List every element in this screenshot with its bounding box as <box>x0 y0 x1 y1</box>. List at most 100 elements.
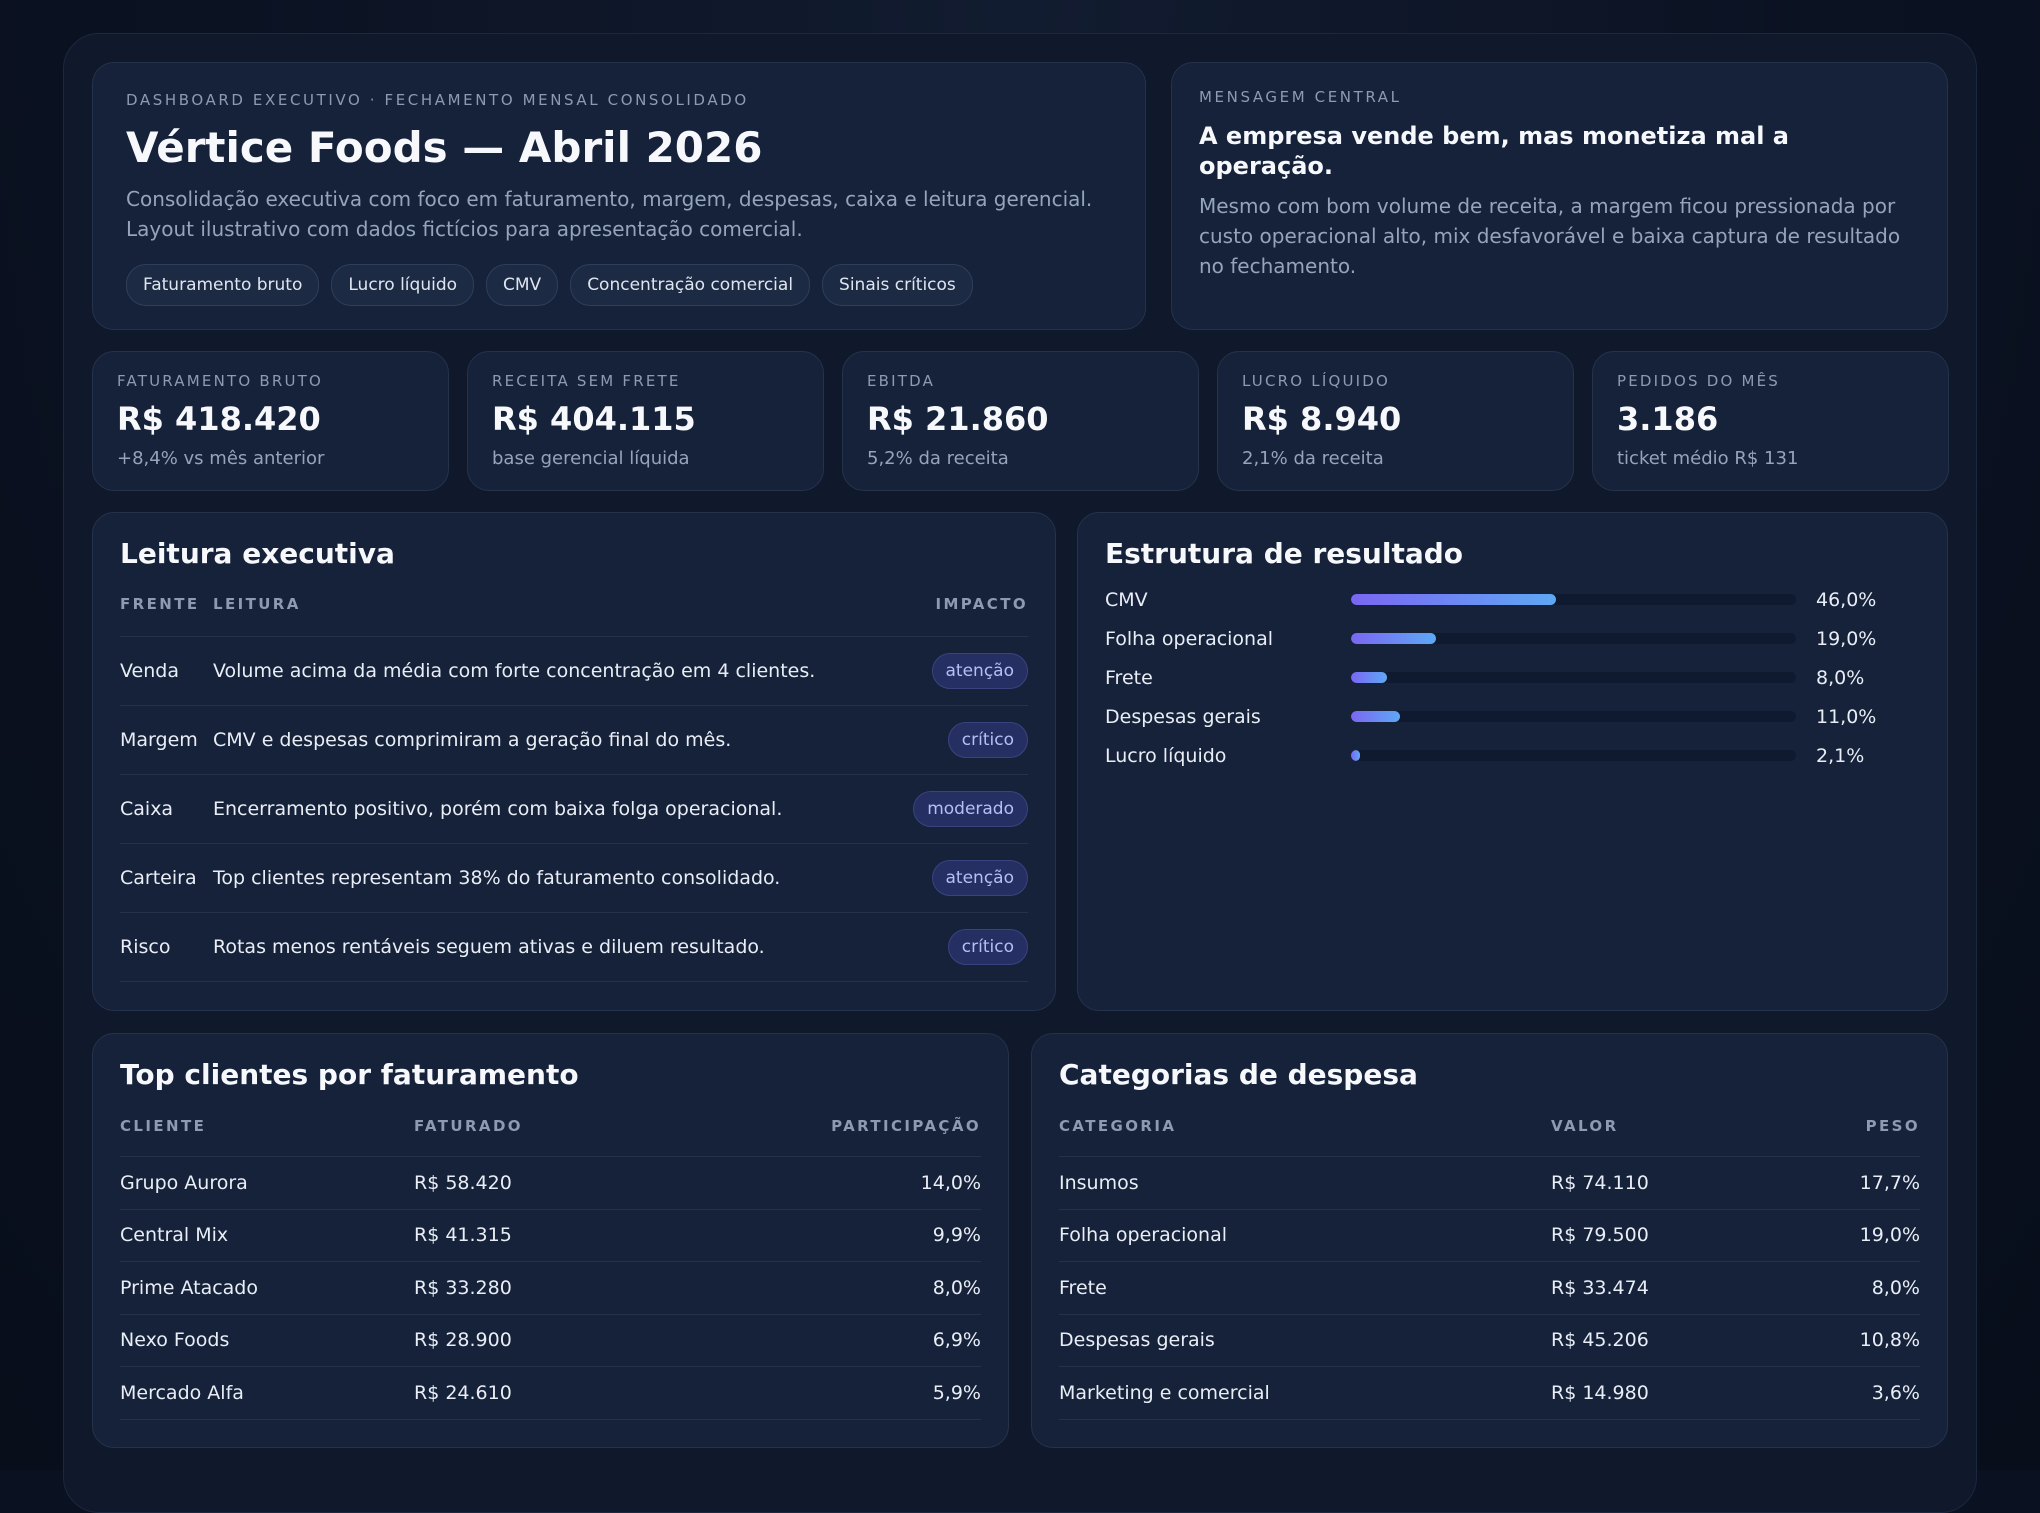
bar-row-cmv: CMV 46,0% <box>1105 580 1920 619</box>
bar-row-despesas-gerais: Despesas gerais 11,0% <box>1105 697 1920 736</box>
participacao-cell: 6,9% <box>932 1329 981 1352</box>
participacao-cell: 8,0% <box>932 1276 981 1299</box>
cliente-cell: Grupo Aurora <box>120 1171 248 1194</box>
bar-label: Lucro líquido <box>1105 744 1227 767</box>
kpi-faturamento-bruto: FATURAMENTO BRUTO R$ 418.420 +8,4% vs mê… <box>92 351 449 491</box>
bar-value: 8,0% <box>1816 666 1865 689</box>
table-row: Despesas gerais R$ 45.206 10,8% <box>1059 1315 1920 1367</box>
kpi-sub: base gerencial líquida <box>492 448 690 469</box>
leitura-cell: Rotas menos rentáveis seguem ativas e di… <box>213 936 765 958</box>
bar-track <box>1351 750 1796 761</box>
leitura-cell: Top clientes representam 38% do faturame… <box>213 867 781 889</box>
peso-cell: 10,8% <box>1859 1329 1920 1352</box>
column-header-peso: PESO <box>1865 1117 1920 1135</box>
cliente-cell: Mercado Alfa <box>120 1381 244 1404</box>
kpi-value: R$ 404.115 <box>492 400 696 438</box>
column-header-cliente: CLIENTE <box>120 1117 207 1135</box>
bar-fill <box>1351 672 1387 683</box>
tag-sinais-criticos[interactable]: Sinais críticos <box>822 264 973 306</box>
bar-list: CMV 46,0% Folha operacional 19,0% Frete … <box>1105 580 1920 775</box>
participacao-cell: 5,9% <box>932 1381 981 1404</box>
hero-card: DASHBOARD EXECUTIVO · FECHAMENTO MENSAL … <box>92 62 1146 330</box>
impact-badge: atenção <box>931 653 1028 689</box>
hero-description: Consolidação executiva com foco em fatur… <box>126 184 1112 244</box>
faturado-cell: R$ 58.420 <box>414 1171 512 1194</box>
leitura-cell: Encerramento positivo, porém com baixa f… <box>213 798 783 820</box>
frente-cell: Carteira <box>120 867 197 889</box>
bar-value: 2,1% <box>1816 744 1865 767</box>
kpi-value: R$ 8.940 <box>1242 400 1402 438</box>
kpi-value: R$ 418.420 <box>117 400 321 438</box>
table-row: Insumos R$ 74.110 17,7% <box>1059 1157 1920 1210</box>
bar-track <box>1351 633 1796 644</box>
kpi-sub: +8,4% vs mês anterior <box>117 448 325 469</box>
kpi-ebitda: EBITDA R$ 21.860 5,2% da receita <box>842 351 1199 491</box>
table-row: Central Mix R$ 41.315 9,9% <box>120 1210 981 1262</box>
column-header-leitura: LEITURA <box>213 595 301 613</box>
cliente-cell: Prime Atacado <box>120 1276 258 1299</box>
bar-value: 19,0% <box>1816 627 1877 650</box>
table-row: Nexo Foods R$ 28.900 6,9% <box>120 1315 981 1367</box>
section-title: Categorias de despesa <box>1059 1058 1418 1091</box>
tag-list: Faturamento bruto Lucro líquido CMV Conc… <box>126 264 1112 306</box>
bar-row-folha-operacional: Folha operacional 19,0% <box>1105 619 1920 658</box>
kpi-label: LUCRO LÍQUIDO <box>1242 372 1391 390</box>
table-row: Venda Volume acima da média com forte co… <box>120 637 1028 706</box>
bar-label: Folha operacional <box>1105 627 1274 650</box>
hero-description-line: Consolidação executiva com foco em fatur… <box>126 187 1093 211</box>
tag-lucro-liquido[interactable]: Lucro líquido <box>331 264 475 306</box>
bar-fill <box>1351 633 1436 644</box>
participacao-cell: 9,9% <box>932 1224 981 1247</box>
leitura-executiva-card: Leitura executiva FRENTE LEITURA IMPACTO… <box>92 512 1056 1011</box>
impact-badge: atenção <box>931 860 1028 896</box>
peso-cell: 17,7% <box>1859 1171 1920 1194</box>
hero-eyebrow: DASHBOARD EXECUTIVO · FECHAMENTO MENSAL … <box>126 91 749 109</box>
kpi-value: R$ 21.860 <box>867 400 1049 438</box>
top-clientes-card: Top clientes por faturamento CLIENTE FAT… <box>92 1033 1009 1448</box>
impact-badge: crítico <box>947 929 1028 965</box>
valor-cell: R$ 14.980 <box>1551 1381 1649 1404</box>
bar-track <box>1351 711 1796 722</box>
bar-fill <box>1351 711 1400 722</box>
frente-cell: Risco <box>120 936 171 958</box>
column-header-participacao: PARTICIPAÇÃO <box>831 1117 981 1135</box>
kpi-label: PEDIDOS DO MÊS <box>1617 372 1781 390</box>
bar-label: Despesas gerais <box>1105 705 1261 728</box>
peso-cell: 3,6% <box>1871 1381 1920 1404</box>
kpi-label: EBITDA <box>867 372 936 390</box>
kpi-receita-sem-frete: RECEITA SEM FRETE R$ 404.115 base gerenc… <box>467 351 824 491</box>
frente-cell: Venda <box>120 660 179 682</box>
section-title: Estrutura de resultado <box>1105 537 1464 570</box>
kpi-sub: ticket médio R$ 131 <box>1617 448 1799 469</box>
table-row: Marketing e comercial R$ 14.980 3,6% <box>1059 1367 1920 1420</box>
message-headline: A empresa vende bem, mas monetiza mal a … <box>1199 122 1790 180</box>
kpi-sub: 5,2% da receita <box>867 448 1009 469</box>
message-card: MENSAGEM CENTRAL A empresa vende bem, ma… <box>1171 62 1948 330</box>
peso-cell: 8,0% <box>1871 1276 1920 1299</box>
bar-row-lucro-liquido: Lucro líquido 2,1% <box>1105 736 1920 775</box>
kpi-value: 3.186 <box>1617 400 1719 438</box>
leitura-cell: Volume acima da média com forte concentr… <box>213 660 816 682</box>
message-body: Mesmo com bom volume de receita, a marge… <box>1199 194 1901 278</box>
page-title: Vértice Foods — Abril 2026 <box>126 123 763 172</box>
table-row: Grupo Aurora R$ 58.420 14,0% <box>120 1157 981 1210</box>
bar-label: CMV <box>1105 588 1148 611</box>
kpi-label: RECEITA SEM FRETE <box>492 372 681 390</box>
tag-concentracao-comercial[interactable]: Concentração comercial <box>570 264 811 306</box>
kpi-lucro-liquido: LUCRO LÍQUIDO R$ 8.940 2,1% da receita <box>1217 351 1574 491</box>
cliente-cell: Central Mix <box>120 1224 229 1247</box>
estrutura-resultado-card: Estrutura de resultado CMV 46,0% Folha o… <box>1077 512 1948 1011</box>
categoria-cell: Folha operacional <box>1059 1224 1228 1247</box>
participacao-cell: 14,0% <box>920 1171 981 1194</box>
bar-value: 46,0% <box>1816 588 1877 611</box>
bar-fill <box>1351 594 1556 605</box>
kpi-sub: 2,1% da receita <box>1242 448 1384 469</box>
table-row: Mercado Alfa R$ 24.610 5,9% <box>120 1367 981 1420</box>
tag-cmv[interactable]: CMV <box>486 264 559 306</box>
table-row: Risco Rotas menos rentáveis seguem ativa… <box>120 913 1028 982</box>
table-row: Folha operacional R$ 79.500 19,0% <box>1059 1210 1920 1262</box>
categoria-cell: Marketing e comercial <box>1059 1381 1270 1404</box>
tag-faturamento-bruto[interactable]: Faturamento bruto <box>126 264 320 306</box>
categoria-cell: Frete <box>1059 1276 1107 1299</box>
bar-fill <box>1351 750 1361 761</box>
